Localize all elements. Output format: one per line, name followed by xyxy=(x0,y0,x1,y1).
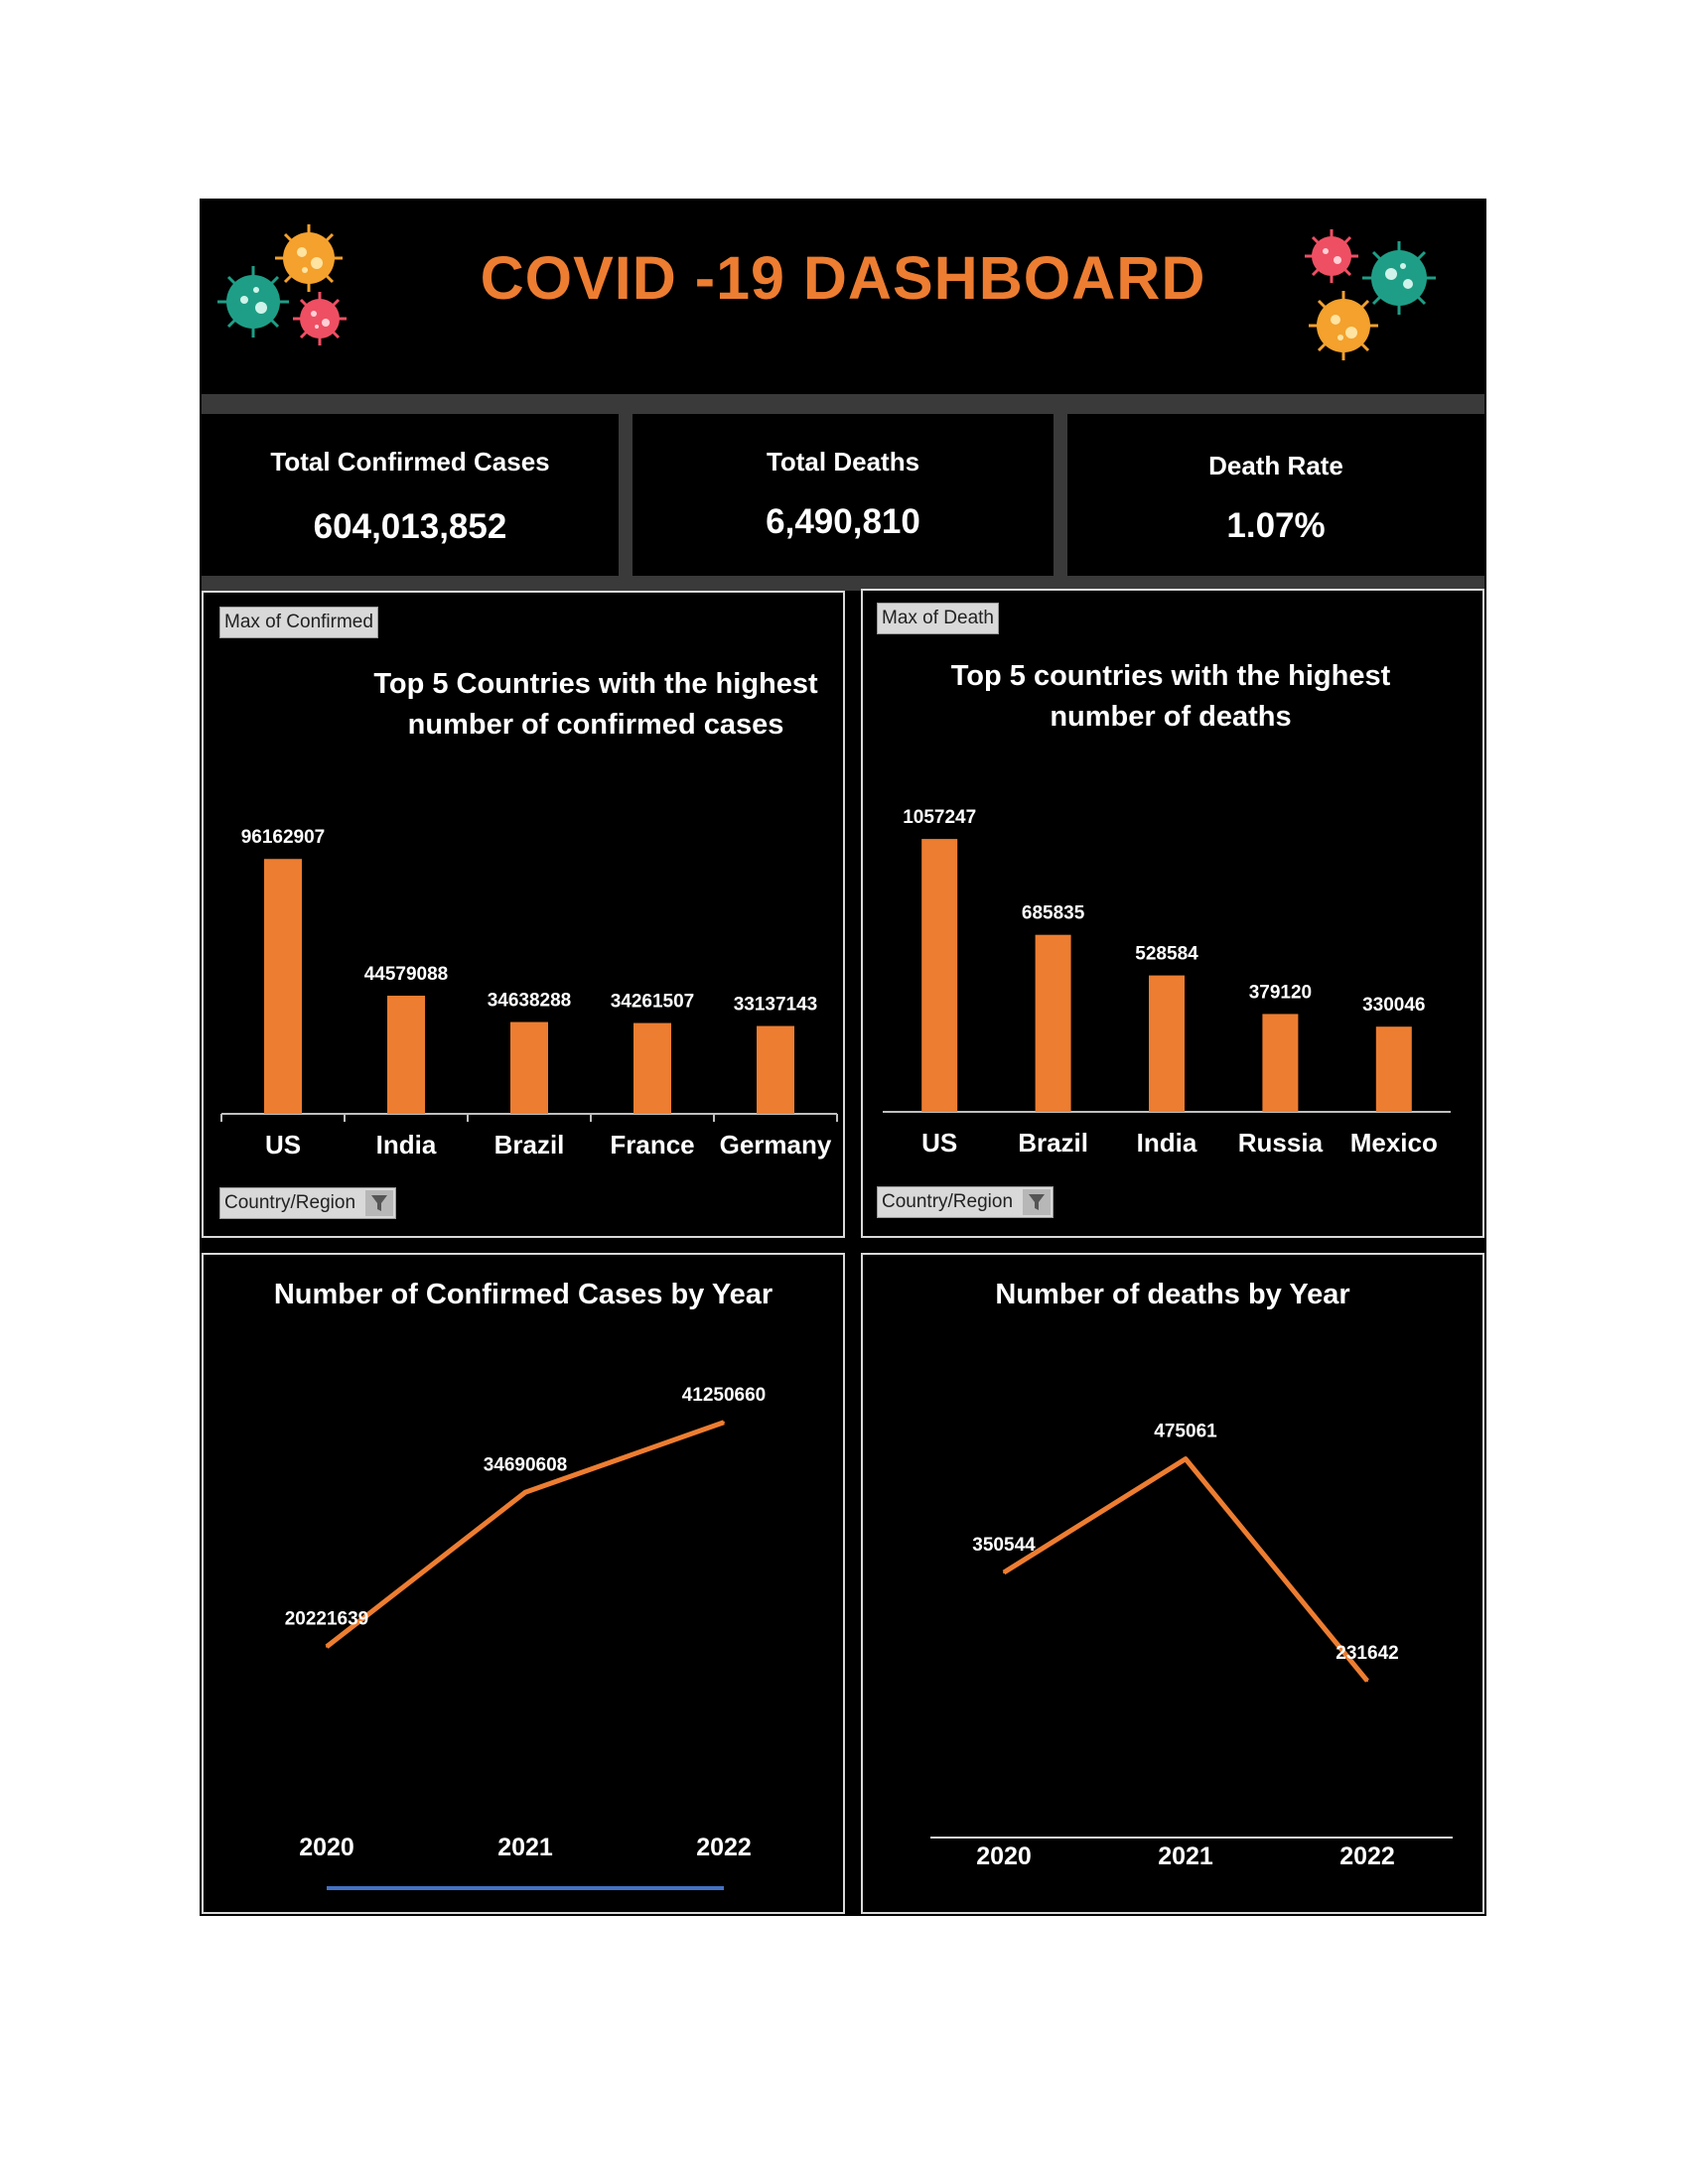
data-label: 528584 xyxy=(1135,944,1198,965)
x-tick-label: 2020 xyxy=(299,1834,354,1861)
x-tick-label: France xyxy=(610,1130,694,1160)
bar xyxy=(757,1025,794,1114)
data-label: 330046 xyxy=(1362,995,1425,1016)
x-tick-label: Germany xyxy=(720,1130,832,1160)
filter-button-country[interactable]: Country/Region xyxy=(219,1187,397,1219)
divider-band xyxy=(202,576,1484,591)
virus-cluster-right xyxy=(1305,229,1436,360)
data-point xyxy=(326,1645,328,1648)
confirmed-line-chart: 20221639 2020 34690608 2021 41250660 2022 xyxy=(285,1385,767,1861)
filter-button-country[interactable]: Country/Region xyxy=(877,1186,1055,1218)
data-label: 475061 xyxy=(1154,1422,1217,1442)
kpi-value: 1.07% xyxy=(1226,506,1326,545)
divider-band xyxy=(202,394,1484,414)
data-label: 33137143 xyxy=(734,995,818,1016)
data-label: 96162907 xyxy=(241,827,326,848)
deaths-bar-panel: Max of Death Top 5 countries with the hi… xyxy=(861,589,1484,1238)
x-tick-label: India xyxy=(1137,1128,1197,1158)
virus-icon xyxy=(275,224,343,292)
filter-icon xyxy=(365,1190,394,1216)
virus-icon xyxy=(1309,291,1378,360)
data-label: 34261507 xyxy=(611,992,695,1013)
x-tick-label: 2022 xyxy=(1339,1843,1395,1870)
virus-cluster-left xyxy=(217,224,347,345)
series-line xyxy=(1002,1456,1369,1683)
data-label: 34638288 xyxy=(488,991,572,1012)
data-label: 44579088 xyxy=(364,964,449,985)
data-label: 379120 xyxy=(1249,982,1312,1003)
data-label: 1057247 xyxy=(903,807,976,828)
data-point xyxy=(524,1491,526,1494)
data-label: 34690608 xyxy=(484,1454,568,1475)
deaths-line-chart: 350544 2020 475061 2021 231642 2022 xyxy=(930,1422,1453,1870)
kpi-total-deaths: Total Deaths 6,490,810 xyxy=(633,415,1054,576)
filter-icon xyxy=(1023,1189,1052,1215)
x-tick-label: 2021 xyxy=(497,1834,553,1861)
bar xyxy=(1375,1026,1412,1112)
kpi-value: 604,013,852 xyxy=(313,507,507,546)
x-tick-label: Brazil xyxy=(1018,1128,1088,1158)
timeline-slicer-bar[interactable] xyxy=(327,1886,724,1890)
chart-title: Number of Confirmed Cases by Year xyxy=(273,1279,774,1310)
bar xyxy=(1262,1014,1299,1112)
x-tick-label: 2022 xyxy=(696,1834,752,1861)
bar xyxy=(510,1022,548,1114)
kpi-label: Total Confirmed Cases xyxy=(270,447,550,477)
x-tick-label: 2021 xyxy=(1158,1843,1213,1870)
filter-label: Country/Region xyxy=(224,1192,356,1213)
x-tick-label: US xyxy=(921,1128,957,1158)
kpi-total-confirmed: Total Confirmed Cases 604,013,852 xyxy=(202,415,619,576)
deaths-line-panel: Number of deaths by Year 350544 2020 47506… xyxy=(861,1253,1484,1914)
x-tick-label: US xyxy=(265,1130,301,1160)
x-tick-label: India xyxy=(376,1130,437,1160)
bar xyxy=(387,995,425,1114)
bar xyxy=(633,1023,671,1114)
kpi-label: Total Deaths xyxy=(766,447,920,477)
virus-icon xyxy=(1305,229,1358,283)
virus-icon xyxy=(293,292,347,345)
header: COVID -19 DASHBOARD xyxy=(200,199,1486,394)
data-point xyxy=(723,1421,725,1424)
bar xyxy=(1149,975,1185,1112)
filter-label: Country/Region xyxy=(882,1191,1014,1212)
data-point xyxy=(1366,1680,1368,1683)
kpi-separator xyxy=(1054,414,1067,577)
bar xyxy=(1035,934,1071,1112)
data-label: 41250660 xyxy=(682,1385,767,1406)
chart-title: Top 5 Countries with the highest number … xyxy=(373,668,818,741)
kpi-death-rate: Death Rate 1.07% xyxy=(1067,415,1484,576)
dashboard: COVID -19 DASHBOARD xyxy=(200,199,1486,1916)
data-label: 20221639 xyxy=(285,1609,369,1630)
confirmed-bar-chart: 96162907 US 44579088 India 34638288 Brazil 342… xyxy=(220,827,838,1160)
virus-icon xyxy=(217,266,289,338)
kpi-separator xyxy=(619,414,633,577)
chart-title: Number of deaths by Year xyxy=(995,1279,1350,1310)
kpi-value: 6,490,810 xyxy=(766,502,920,541)
data-label: 231642 xyxy=(1336,1643,1398,1664)
x-tick-label: 2020 xyxy=(976,1843,1032,1870)
data-point xyxy=(1185,1457,1187,1460)
kpi-label: Death Rate xyxy=(1208,451,1343,480)
confirmed-line-panel: Number of Confirmed Cases by Year 202216… xyxy=(202,1253,845,1914)
data-label: 350544 xyxy=(972,1535,1036,1556)
field-button-max-death[interactable]: Max of Death xyxy=(877,603,999,634)
x-tick-label: Brazil xyxy=(494,1130,565,1160)
data-point xyxy=(1003,1571,1005,1574)
field-button-max-confirmed[interactable]: Max of Confirmed xyxy=(219,607,378,638)
x-tick-label: Russia xyxy=(1238,1128,1324,1158)
x-tick-label: Mexico xyxy=(1350,1128,1438,1158)
virus-icon xyxy=(1362,241,1436,315)
data-label: 685835 xyxy=(1022,903,1085,924)
dashboard-title: COVID -19 DASHBOARD xyxy=(480,244,1206,312)
deaths-bar-chart: 1057247 US 685835 Brazil 528584 India 379120 Ru… xyxy=(883,807,1451,1158)
bar xyxy=(921,839,958,1112)
confirmed-bar-panel: Max of Confirmed Top 5 Countries with th… xyxy=(202,591,845,1238)
bar xyxy=(264,859,302,1114)
chart-title: Top 5 countries with the highest number … xyxy=(950,660,1391,733)
